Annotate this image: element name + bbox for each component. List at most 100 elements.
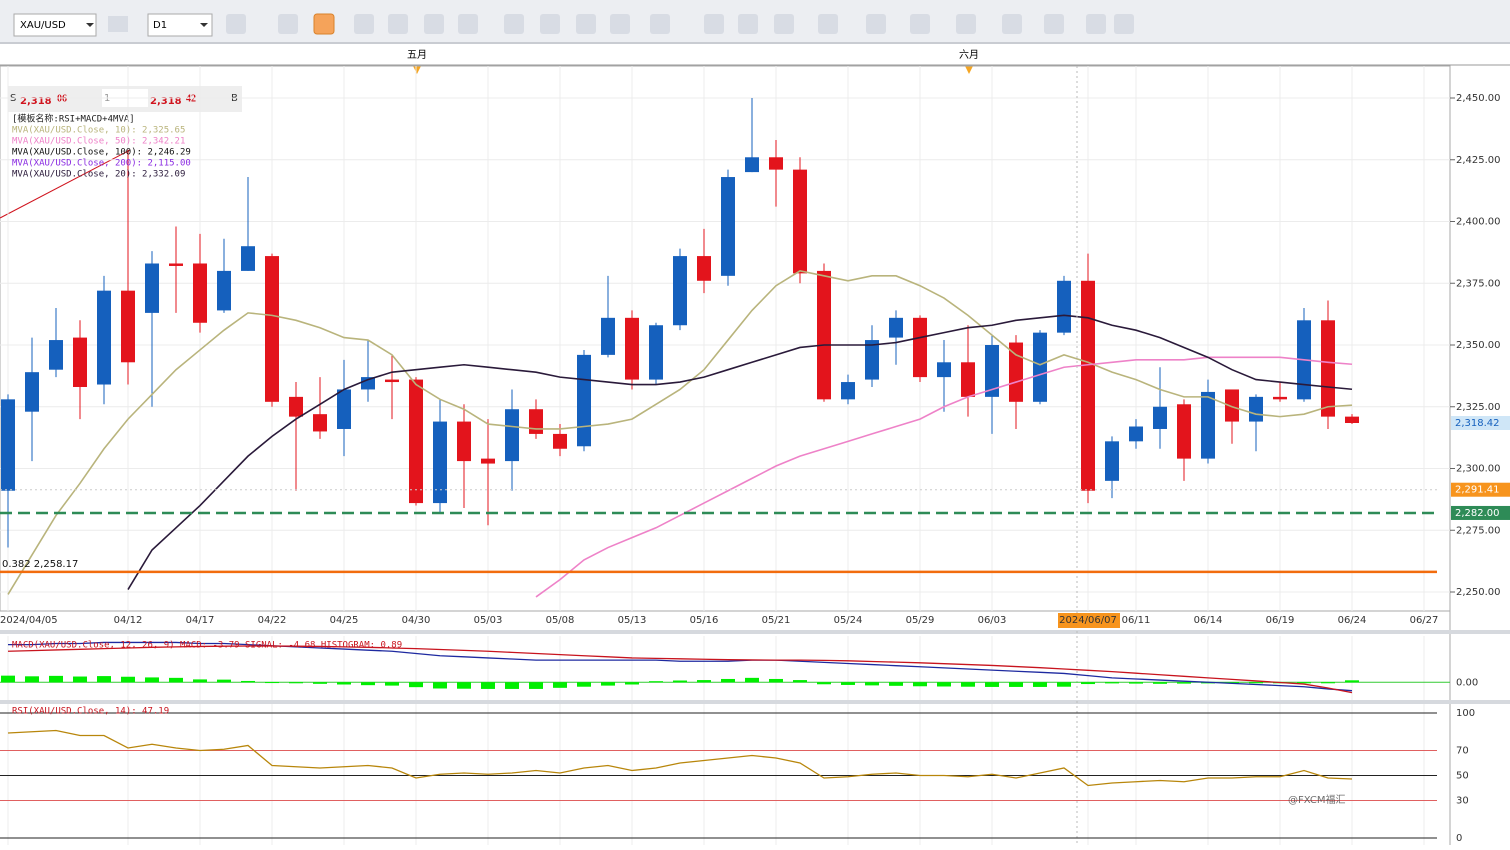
histogram-bar bbox=[577, 682, 591, 687]
x-tick-label: 2024/04/05 bbox=[0, 615, 58, 626]
x-tick-label: 06/03 bbox=[978, 615, 1007, 626]
x-tick-label: 06/11 bbox=[1122, 615, 1151, 626]
toolbar-button[interactable] bbox=[1044, 14, 1064, 34]
histogram-bar bbox=[409, 682, 423, 688]
candle-body bbox=[337, 389, 351, 429]
x-tick-label: 06/24 bbox=[1338, 615, 1367, 626]
last-price-tag bbox=[1451, 416, 1510, 431]
candle-body bbox=[1153, 406, 1167, 429]
candle-body bbox=[25, 372, 39, 412]
symbol-select[interactable] bbox=[13, 13, 97, 37]
toolbar-button[interactable] bbox=[313, 13, 335, 35]
top-axis bbox=[0, 44, 1510, 66]
timeframe: D1 bbox=[153, 20, 167, 31]
histogram-bar bbox=[73, 676, 87, 683]
toolbar-button[interactable] bbox=[910, 14, 930, 34]
histogram-bar bbox=[889, 682, 903, 686]
toolbar-button[interactable] bbox=[504, 14, 524, 34]
histogram-bar bbox=[97, 676, 111, 683]
toolbar-button[interactable] bbox=[278, 14, 298, 34]
candle-body bbox=[169, 263, 183, 266]
toolbar-button[interactable] bbox=[738, 14, 758, 34]
toolbar-button[interactable] bbox=[650, 14, 670, 34]
toolbar-button[interactable] bbox=[1002, 14, 1022, 34]
y-tick-label: 0.00 bbox=[1456, 677, 1478, 688]
histogram-bar bbox=[1057, 682, 1071, 687]
toolbar-button[interactable] bbox=[1114, 14, 1134, 34]
histogram-bar bbox=[769, 678, 783, 683]
template-name: [模板名称:RSI+MACD+4MVA] bbox=[12, 113, 135, 125]
dropdown-arrow bbox=[86, 23, 94, 27]
histogram-bar bbox=[1009, 682, 1023, 687]
histogram-bar bbox=[241, 680, 255, 683]
candle-body bbox=[625, 317, 639, 380]
histogram-bar bbox=[313, 682, 327, 684]
y-tick-label: 2,275.00 bbox=[1456, 525, 1501, 536]
moving-average bbox=[127, 314, 1353, 590]
toolbar-button[interactable] bbox=[866, 14, 886, 34]
histogram-bar bbox=[1177, 682, 1191, 684]
histogram-bar bbox=[193, 679, 207, 683]
toolbar-button[interactable] bbox=[458, 14, 478, 34]
candle-body bbox=[649, 325, 663, 380]
candle-body bbox=[985, 345, 999, 397]
legend-entry: MVA(XAU/USD.Close, 20): 2,332.09 bbox=[12, 170, 185, 180]
toolbar-button[interactable] bbox=[388, 14, 408, 34]
candle-body bbox=[289, 396, 303, 417]
histogram-bar bbox=[265, 682, 279, 684]
toolbar-button[interactable] bbox=[704, 14, 724, 34]
candle-body bbox=[817, 270, 831, 400]
histogram-bar bbox=[553, 682, 567, 688]
buy-pips: 42 bbox=[186, 93, 196, 104]
histogram-bar bbox=[481, 682, 495, 689]
toolbar-button[interactable] bbox=[1086, 14, 1106, 34]
candle-body bbox=[73, 337, 87, 387]
price-tag-label: 2,282.00 bbox=[1455, 508, 1500, 519]
toolbar-button[interactable] bbox=[774, 14, 794, 34]
toolbar-border bbox=[0, 42, 1510, 44]
x-tick-label: 06/27 bbox=[1410, 615, 1439, 626]
toolbar-button[interactable] bbox=[540, 14, 560, 34]
x-tick-label: 05/29 bbox=[906, 615, 935, 626]
candle-body bbox=[721, 177, 735, 276]
candle-body bbox=[601, 317, 615, 355]
candle-body bbox=[97, 290, 111, 385]
symbol: XAU/USD bbox=[20, 20, 66, 31]
toolbar-button[interactable] bbox=[610, 14, 630, 34]
candle-body bbox=[433, 421, 447, 504]
histogram-bar bbox=[1105, 682, 1119, 684]
toolbar-button[interactable] bbox=[226, 14, 246, 34]
x-tick-label: 05/21 bbox=[762, 615, 791, 626]
toolbar-button[interactable] bbox=[424, 14, 444, 34]
link-button[interactable] bbox=[108, 16, 128, 32]
toolbar-button[interactable] bbox=[818, 14, 838, 34]
legend-entry: MVA(XAU/USD.Close, 50): 2,342.21 bbox=[12, 137, 185, 147]
timeframe-select[interactable] bbox=[147, 13, 213, 37]
toolbar-button[interactable] bbox=[576, 14, 596, 34]
histogram-bar bbox=[745, 677, 759, 683]
price-tag bbox=[1451, 482, 1510, 497]
y-tick-label: 2,300.00 bbox=[1456, 464, 1501, 475]
candle-body bbox=[409, 379, 423, 504]
histogram-bar bbox=[1081, 682, 1095, 685]
candle-body bbox=[889, 317, 903, 338]
candle-body bbox=[961, 362, 975, 397]
y-tick-label: 70 bbox=[1456, 746, 1469, 757]
toolbar-button[interactable] bbox=[354, 14, 374, 34]
y-tick-label: 0 bbox=[1456, 833, 1462, 844]
candle-body bbox=[1, 399, 15, 491]
toolbar-button[interactable] bbox=[956, 14, 976, 34]
y-tick-label: 2,400.00 bbox=[1456, 217, 1501, 228]
candle-body bbox=[313, 414, 327, 432]
rsi-title: RSI(XAU/USD.Close, 14): 47.19 bbox=[12, 707, 169, 717]
histogram-bar bbox=[433, 682, 447, 689]
candle-body bbox=[265, 256, 279, 402]
trend-line bbox=[0, 149, 131, 219]
price-tag bbox=[1451, 505, 1510, 520]
histogram-bar bbox=[1033, 682, 1047, 687]
candle-body bbox=[193, 263, 207, 323]
month-label: 六月 bbox=[959, 49, 979, 61]
highlight-label-bg bbox=[1058, 613, 1120, 628]
